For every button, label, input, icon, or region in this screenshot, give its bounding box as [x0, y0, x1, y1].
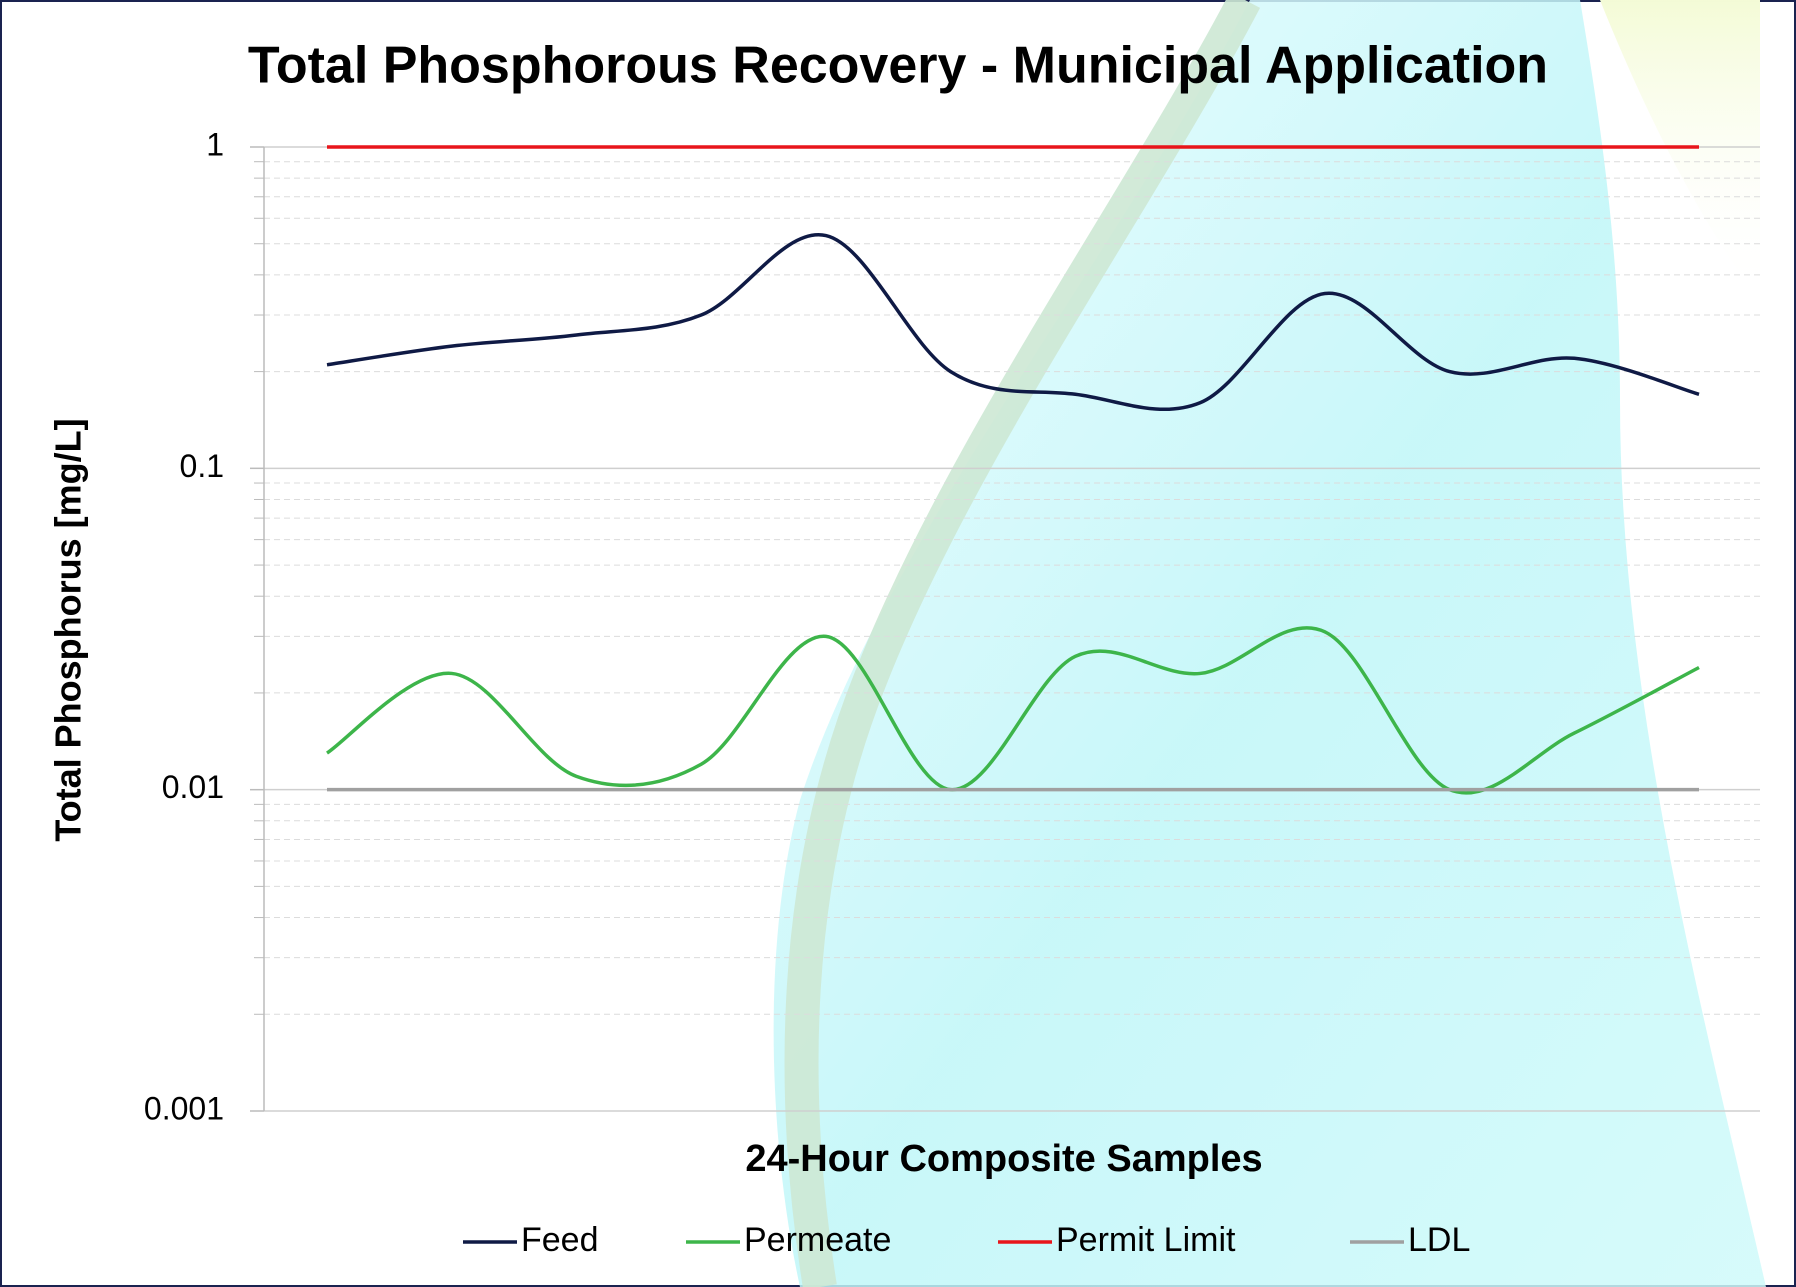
y-tick-label: 1 [206, 126, 224, 162]
y-tick-label: 0.01 [162, 769, 224, 805]
legend-label: Feed [521, 1221, 599, 1259]
y-tick-label: 0.001 [144, 1090, 224, 1126]
decor-stripe [784, 0, 1261, 1287]
y-axis-label: Total Phosphorus [mg/L] [48, 418, 89, 841]
y-tick-label: 0.1 [180, 448, 224, 484]
legend-label: Permit Limit [1056, 1221, 1236, 1259]
decor-swoosh [773, 0, 1766, 1287]
legend-label: Permeate [744, 1221, 891, 1259]
x-axis-label: 24-Hour Composite Samples [745, 1138, 1262, 1180]
legend-label: LDL [1408, 1221, 1470, 1259]
chart-title: Total Phosphorous Recovery - Municipal A… [248, 37, 1548, 95]
line-series [326, 233, 1700, 411]
decor-swoosh [1600, 0, 1760, 300]
